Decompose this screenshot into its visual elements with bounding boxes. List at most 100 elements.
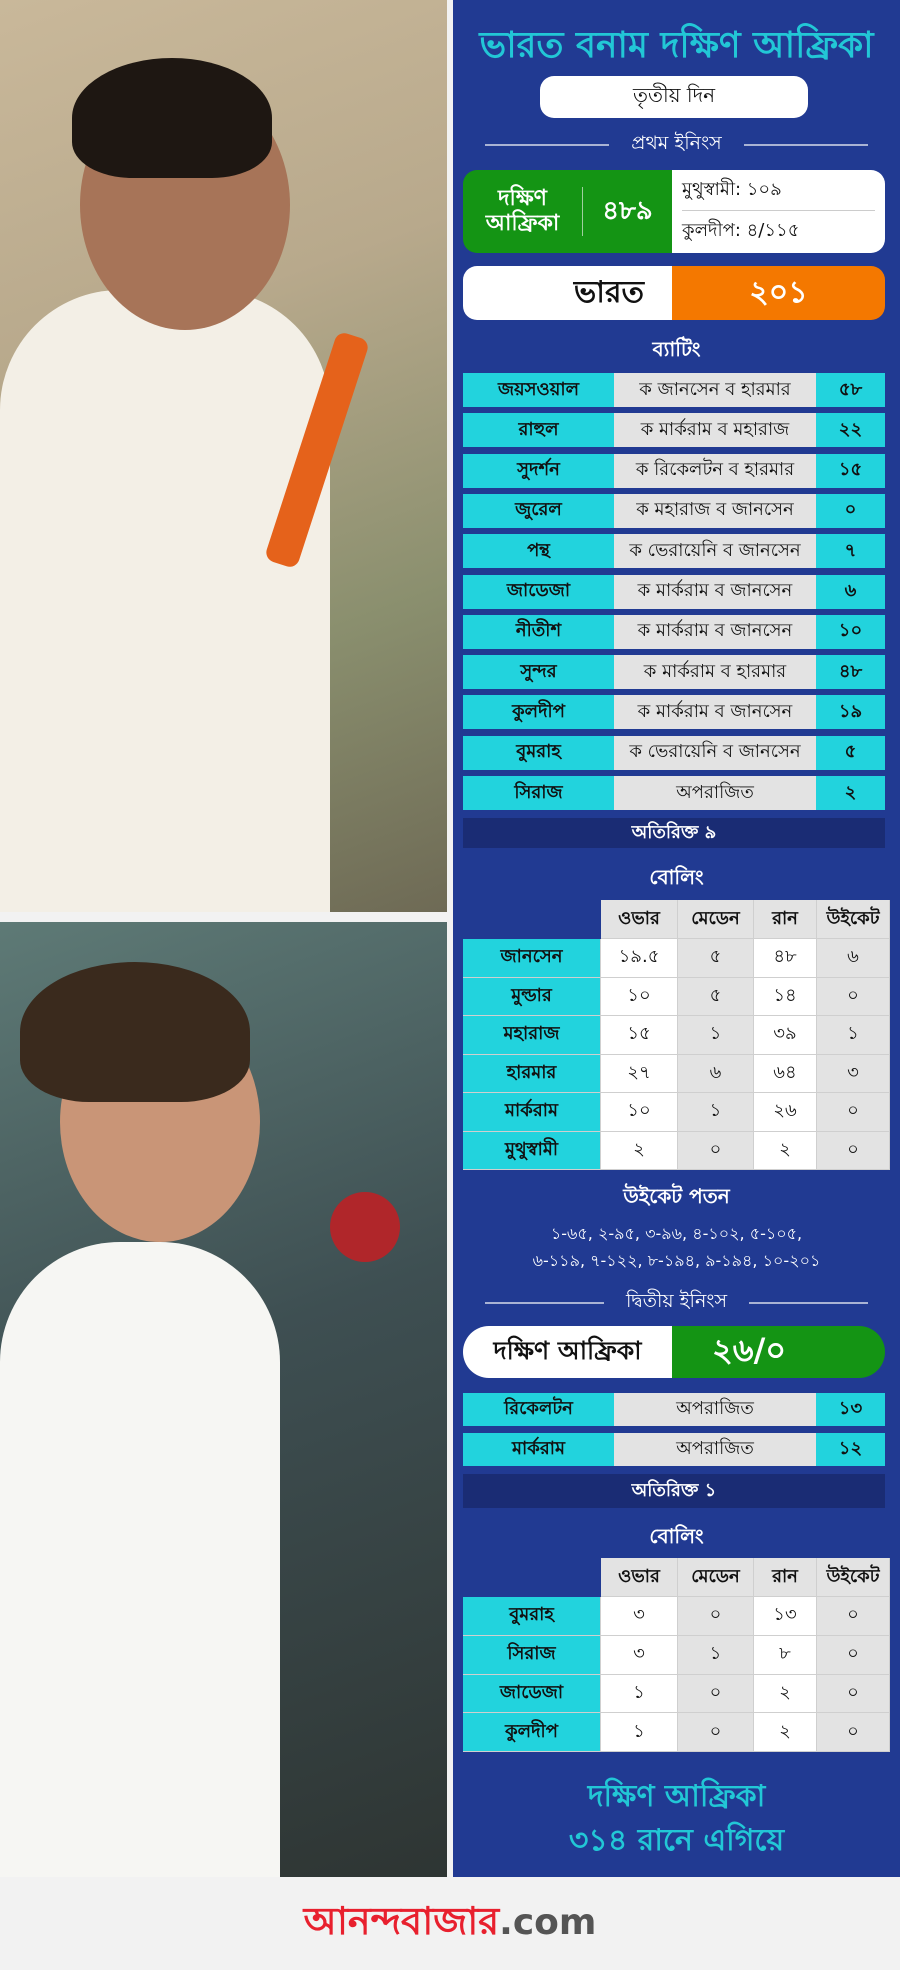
batsman-name: রিকেলটন	[463, 1393, 614, 1426]
bowling-row: মার্করাম ১০ ১ ২৬ ০	[463, 1093, 890, 1132]
batting-row: সিরাজ অপরাজিত ২	[463, 776, 885, 810]
team-score: ৪৮৯	[602, 195, 653, 226]
team-score: ২০১	[672, 266, 885, 320]
maidens-cell: ০	[678, 1597, 754, 1636]
column-header: ওভার	[601, 1558, 678, 1597]
bowling-table: ওভার মেডেন রান উইকেট জানসেন ১৯.৫ ৫ ৪৮ ৬ মুল্ডার ১০…	[463, 900, 890, 1170]
runs: ২২	[816, 413, 885, 448]
fall-of-wickets-heading: উইকেট পতন	[623, 1184, 730, 1208]
bowling-row: হারমার ২৭ ৬ ৬৪ ৩	[463, 1054, 890, 1093]
overs-cell: ২	[601, 1131, 678, 1170]
bowling-row: জাডেজা ১ ০ ২ ০	[463, 1674, 890, 1714]
first-innings-heading: প্রথম ইনিংস	[463, 132, 890, 158]
maidens-cell: ১	[678, 1016, 754, 1055]
maidens-cell: ৫	[678, 977, 754, 1016]
sa-second-innings-score: দক্ষিণ আফ্রিকা ২৬/০	[463, 1326, 885, 1378]
dismissal: ক মার্করাম ব জানসেন	[614, 695, 816, 730]
batsman-name: পন্থ	[463, 534, 614, 569]
batsman-name: রাহুল	[463, 413, 614, 448]
column-header: মেডেন	[678, 900, 754, 939]
overs-cell: ২৭	[601, 1054, 678, 1093]
bowling-row: কুলদীপ ১ ০ ২ ০	[463, 1713, 890, 1753]
column-header: উইকেট	[817, 1558, 890, 1597]
runs: ১৩	[816, 1393, 885, 1426]
wickets-cell: ০	[817, 1713, 890, 1753]
batting-row: সুদর্শন ক রিকেলটন ব হারমার ১৫	[463, 453, 885, 488]
runs-cell: ৪৮	[754, 939, 817, 978]
column-header: উইকেট	[817, 900, 890, 939]
bowler-name: মুল্ডার	[463, 977, 601, 1016]
batsman-name: জুরেল	[463, 493, 614, 528]
overs-cell: ১	[601, 1674, 678, 1714]
runs: ০	[816, 493, 885, 528]
first-innings-label: প্রথম ইনিংস	[631, 132, 722, 154]
column-header: মেডেন	[678, 1558, 754, 1597]
dismissal: ক জানসেন ব হারমার	[614, 373, 816, 407]
wickets-cell: ০	[817, 1597, 890, 1636]
maidens-cell: ০	[678, 1674, 754, 1714]
player-photo-bowler	[0, 922, 447, 1877]
bowler-name: হারমার	[463, 1054, 601, 1093]
maidens-cell: ১	[678, 1093, 754, 1132]
batting-row: জুরেল ক মহারাজ ব জানসেন ০	[463, 493, 885, 528]
runs-cell: ৮	[754, 1635, 817, 1675]
dismissal: অপরাজিত	[614, 1433, 816, 1466]
batting-row: কুলদীপ ক মার্করাম ব জানসেন ১৯	[463, 695, 885, 730]
extras: অতিরিক্ত ৯	[463, 818, 885, 848]
batting-row: পন্থ ক ভেরায়েনি ব জানসেন ৭	[463, 534, 885, 569]
maidens-cell: ১	[678, 1635, 754, 1675]
runs: ৪৮	[816, 655, 885, 690]
runs: ১০	[816, 614, 885, 649]
team-score: ২৬/০	[672, 1326, 885, 1378]
bowler-name: কুলদীপ	[463, 1713, 601, 1753]
runs-cell: ২৬	[754, 1093, 817, 1132]
bowler-name: জাডেজা	[463, 1674, 601, 1714]
runs: ১৫	[816, 453, 885, 488]
batsman-name: জাডেজা	[463, 574, 614, 609]
bowler-name: মহারাজ	[463, 1016, 601, 1055]
runs: ২	[816, 776, 885, 810]
wickets-cell: ০	[817, 1131, 890, 1170]
maidens-cell: ৬	[678, 1054, 754, 1093]
runs: ৬	[816, 574, 885, 609]
batsman-name: জয়সওয়াল	[463, 373, 614, 407]
top-bowler: কুলদীপ: ৪/১১৫	[682, 220, 800, 241]
wickets-cell: ০	[817, 977, 890, 1016]
overs-cell: ১০	[601, 977, 678, 1016]
bowling-header-row: ওভার মেডেন রান উইকেট	[463, 1558, 890, 1597]
second-innings-heading: দ্বিতীয় ইনিংস	[463, 1290, 890, 1316]
dismissal: ক ভেরায়েনি ব জানসেন	[614, 534, 816, 569]
dismissal: ক মার্করাম ব হারমার	[614, 655, 816, 690]
runs-cell: ১৩	[754, 1597, 817, 1636]
runs-cell: ১৪	[754, 977, 817, 1016]
runs: ৫	[816, 735, 885, 770]
batsman-name: সিরাজ	[463, 776, 614, 810]
batsman-name: মার্করাম	[463, 1433, 614, 1466]
dismissal: ক মার্করাম ব জানসেন	[614, 614, 816, 649]
dismissal: ক মহারাজ ব জানসেন	[614, 493, 816, 528]
wickets-cell: ০	[817, 1635, 890, 1675]
maidens-cell: ৫	[678, 939, 754, 978]
bowler-name: সিরাজ	[463, 1635, 601, 1675]
sa-first-innings-score: দক্ষিণ আফ্রিকা ৪৮৯ মুথুস্বামী: ১০৯ কুলদী…	[463, 170, 885, 253]
batting-heading: ব্যাটিং	[652, 337, 701, 361]
runs-cell: ২	[754, 1131, 817, 1170]
scorecard-panel: ভারত বনাম দক্ষিণ আফ্রিকা তৃতীয় দিন প্রথ…	[453, 0, 900, 1877]
wickets-cell: ০	[817, 1674, 890, 1714]
anandabazar-logo[interactable]: আনন্দবাজার .com	[304, 1892, 597, 1956]
bowler-name: মার্করাম	[463, 1093, 601, 1132]
bowler-name: বুমরাহ	[463, 1597, 601, 1636]
bowling-row: বুমরাহ ৩ ০ ১৩ ০	[463, 1597, 890, 1636]
fow-line: ১-৬৫, ২-৯৫, ৩-৯৬, ৪-১০২, ৫-১০৫,	[550, 1224, 803, 1243]
extras-second: অতিরিক্ত ১	[463, 1474, 885, 1508]
bowling-heading-second: বোলিং	[649, 1524, 704, 1548]
batting-row: জাডেজা ক মার্করাম ব জানসেন ৬	[463, 574, 885, 609]
batsman-name: সুদর্শন	[463, 453, 614, 488]
wickets-cell: ০	[817, 1093, 890, 1132]
maidens-cell: ০	[678, 1131, 754, 1170]
blank-cell	[463, 900, 601, 939]
bowler-name: মুথুস্বামী	[463, 1131, 601, 1170]
team-name: দক্ষিণ আফ্রিকা	[463, 1326, 672, 1378]
dismissal: ক রিকেলটন ব হারমার	[614, 453, 816, 488]
bowling-heading: বোলিং	[649, 865, 704, 889]
